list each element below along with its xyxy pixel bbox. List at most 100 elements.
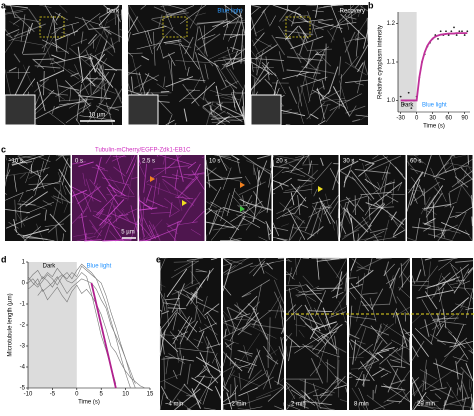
filament (168, 42, 192, 48)
time-label: 2 min (291, 402, 306, 408)
filament (413, 154, 427, 165)
filament (406, 154, 419, 156)
filament (183, 108, 188, 122)
filament (108, 106, 123, 109)
filament (215, 358, 222, 376)
filament (147, 30, 152, 44)
filament (38, 83, 62, 97)
filament (305, 4, 317, 7)
filament (4, 8, 29, 14)
filament (426, 261, 431, 298)
filament (281, 315, 285, 320)
filament (272, 167, 285, 179)
filament (234, 358, 257, 366)
filament (216, 388, 222, 400)
filament (250, 7, 259, 15)
filament (234, 190, 256, 216)
filament (436, 312, 442, 328)
filament (285, 334, 301, 348)
time-label: 20 s (276, 159, 287, 165)
filament (375, 257, 392, 259)
filament (194, 369, 207, 379)
filament (159, 309, 178, 331)
filament (98, 11, 112, 26)
filament (325, 318, 336, 350)
filament (114, 87, 123, 104)
filament (315, 398, 331, 411)
filament (205, 221, 235, 229)
filament (454, 159, 473, 172)
filament (418, 265, 438, 292)
filament (166, 222, 178, 235)
filament (250, 57, 254, 73)
filament (256, 44, 272, 55)
filament (226, 262, 253, 275)
filament (133, 74, 160, 89)
filament (222, 264, 236, 274)
data-point (445, 30, 447, 33)
y-axis-label: Microtubule length (µm) (8, 293, 14, 356)
filament (166, 268, 188, 298)
filament (228, 12, 243, 24)
filament (364, 178, 380, 190)
filament (90, 84, 116, 94)
filament (186, 320, 198, 341)
filament (449, 214, 461, 218)
filament (205, 342, 209, 365)
filament (235, 100, 244, 117)
filament (441, 275, 455, 293)
filament (418, 184, 425, 197)
filament (339, 201, 350, 227)
filament (122, 210, 131, 224)
filament (127, 185, 134, 195)
filament (57, 171, 67, 195)
filament (266, 262, 273, 270)
filament (282, 112, 298, 114)
filament (238, 84, 246, 107)
filament (90, 63, 107, 82)
filament (234, 295, 258, 320)
filament (344, 320, 348, 323)
filament (314, 307, 327, 331)
filament (348, 263, 354, 281)
filament (156, 37, 164, 51)
filament (364, 340, 383, 368)
filament (274, 291, 285, 313)
filament (103, 73, 116, 98)
filament (460, 267, 466, 291)
filament (250, 71, 270, 91)
filament (4, 11, 24, 15)
filament (109, 230, 119, 241)
filament (127, 63, 129, 94)
filament (18, 192, 24, 203)
filament (250, 8, 266, 31)
filament (236, 214, 256, 219)
filament (19, 172, 27, 179)
filament (388, 353, 411, 366)
filament (159, 334, 179, 353)
filament (81, 213, 87, 242)
filament (113, 166, 126, 177)
filament (226, 307, 236, 331)
data-point (450, 30, 453, 33)
filament (430, 333, 446, 346)
filament (53, 187, 71, 204)
filament (223, 14, 242, 28)
filament (397, 181, 403, 191)
filament (195, 268, 207, 273)
filament (356, 340, 366, 345)
filament (171, 282, 200, 295)
filament (266, 355, 279, 365)
filament (296, 53, 317, 70)
filament (222, 376, 226, 386)
filament (336, 257, 348, 278)
filament (4, 4, 28, 9)
filament (236, 158, 241, 174)
filament (410, 168, 446, 180)
filament (127, 5, 131, 31)
filament (439, 154, 447, 174)
filament (8, 67, 17, 72)
filament (136, 42, 161, 50)
filament (34, 89, 55, 112)
filament (226, 57, 246, 68)
